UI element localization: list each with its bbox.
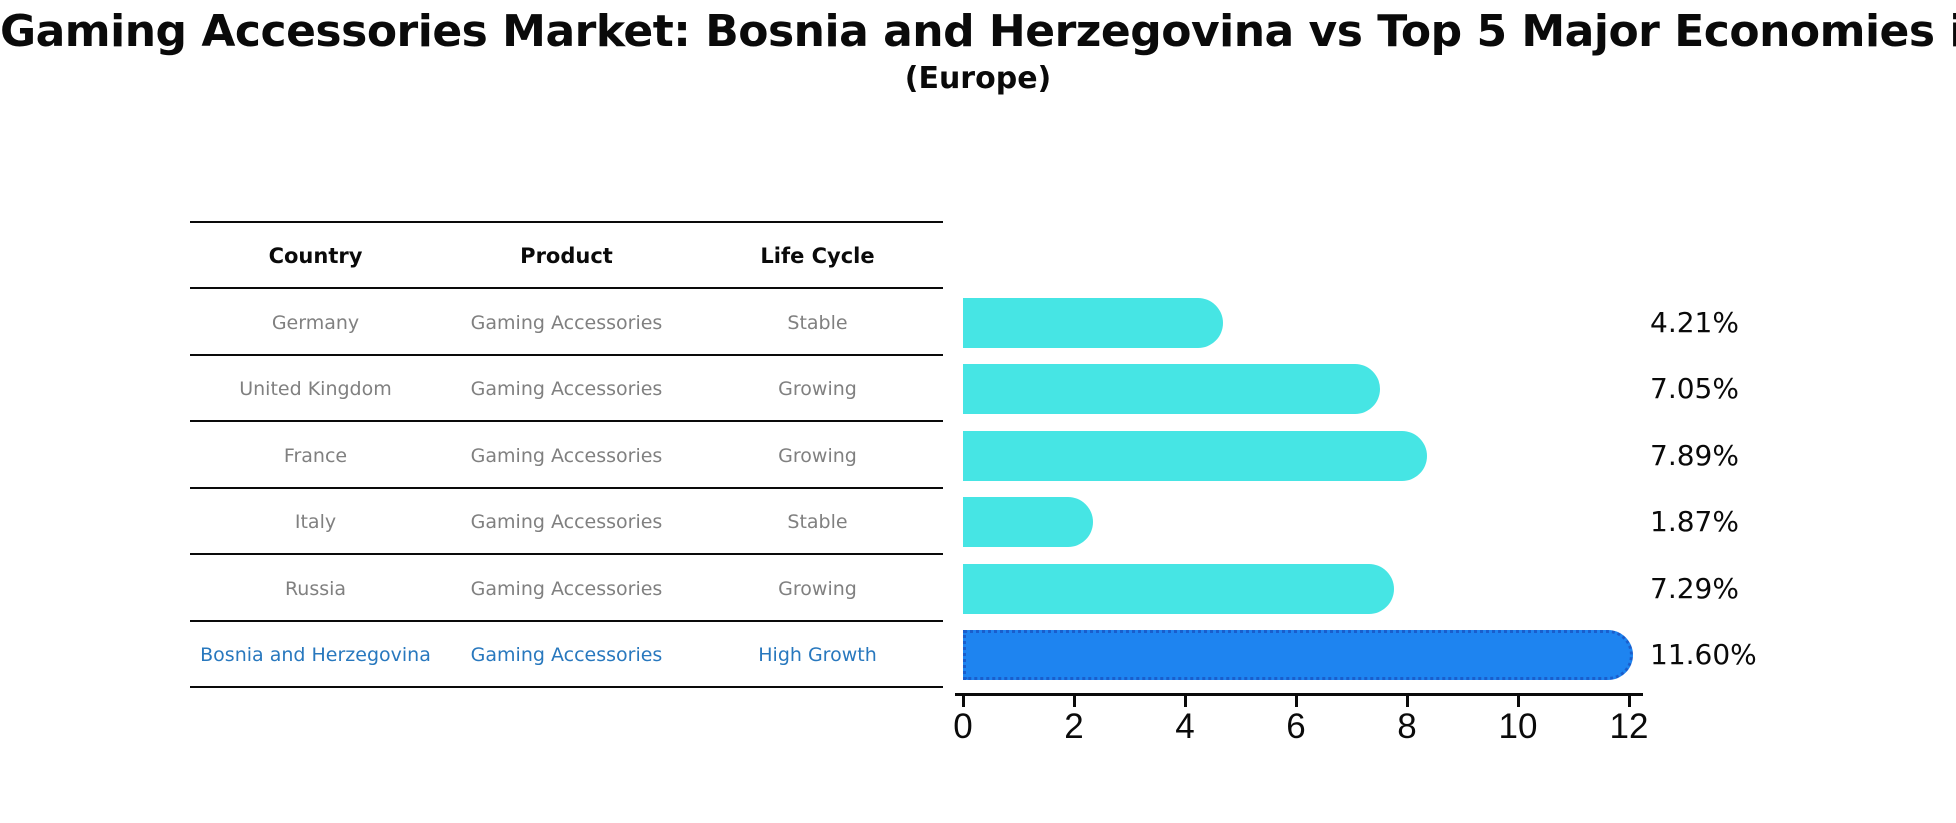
value-label-italy: 1.87% xyxy=(1650,505,1739,538)
value-label-united-kingdom: 7.05% xyxy=(1650,372,1739,405)
bar-bosnia-and-herzegovina xyxy=(963,630,1633,680)
table-row-rule xyxy=(190,354,943,356)
x-axis-tick-label: 2 xyxy=(1064,707,1084,746)
table-header-rule xyxy=(190,287,943,289)
bar-germany xyxy=(963,297,1223,348)
table-row-rule xyxy=(190,487,943,489)
cell-product: Gaming Accessories xyxy=(470,444,663,467)
table-header-row: Country Product Life Cycle xyxy=(190,224,943,288)
cell-country: Italy xyxy=(294,511,337,533)
value-label-bosnia-and-herzegovina: 11.60% xyxy=(1650,638,1757,671)
value-label-germany: 4.21% xyxy=(1650,305,1739,339)
page-subtitle: (Europe) xyxy=(904,61,1052,96)
x-axis-tick xyxy=(1516,693,1520,707)
value-label-russia: 7.29% xyxy=(1650,571,1739,605)
table-top-rule xyxy=(190,221,943,223)
bar-russia xyxy=(963,563,1394,614)
cell-life-cycle: Growing xyxy=(778,444,857,467)
cell-country: France xyxy=(283,444,348,467)
x-axis-tick xyxy=(961,693,965,707)
bar-france xyxy=(963,430,1427,481)
cell-country: Bosnia and Herzegovina xyxy=(200,644,431,666)
x-axis-tick-label: 6 xyxy=(1286,707,1306,746)
cell-country: United Kingdom xyxy=(239,378,392,400)
x-axis-tick-label: 12 xyxy=(1609,707,1649,746)
cell-product: Gaming Accessories xyxy=(470,577,663,600)
table-row: Italy Gaming Accessories Stable xyxy=(190,490,943,554)
table-row: France Gaming Accessories Growing xyxy=(190,423,943,488)
cell-product: Gaming Accessories xyxy=(470,644,663,666)
table-row-rule xyxy=(190,553,943,555)
table-row: United Kingdom Gaming Accessories Growin… xyxy=(190,357,943,421)
table-row: Germany Gaming Accessories Stable xyxy=(190,290,943,355)
table-row-rule xyxy=(190,620,943,622)
x-axis-tick xyxy=(1183,693,1187,707)
x-axis-tick-label: 4 xyxy=(1175,707,1195,746)
cell-life-cycle: Growing xyxy=(778,378,857,400)
x-axis-line xyxy=(955,693,1643,696)
cell-life-cycle: Growing xyxy=(778,577,857,600)
column-header-product: Product xyxy=(520,244,613,268)
x-axis-tick-label: 8 xyxy=(1397,707,1417,746)
cell-life-cycle: Stable xyxy=(787,511,848,533)
x-axis-tick-label: 10 xyxy=(1498,707,1538,746)
value-label-france: 7.89% xyxy=(1650,438,1739,472)
bar-italy xyxy=(963,497,1093,547)
x-axis-tick xyxy=(1627,693,1631,707)
x-axis-tick xyxy=(1294,693,1298,707)
table-row-highlight: Bosnia and Herzegovina Gaming Accessorie… xyxy=(190,623,943,687)
table-bottom-rule xyxy=(190,686,943,688)
bar-united-kingdom xyxy=(963,364,1381,414)
table-row: Russia Gaming Accessories Growing xyxy=(190,556,943,621)
cell-country: Russia xyxy=(284,577,347,600)
cell-product: Gaming Accessories xyxy=(470,511,663,533)
cell-life-cycle: High Growth xyxy=(758,644,877,666)
cell-product: Gaming Accessories xyxy=(470,311,663,334)
x-axis-tick-label: 0 xyxy=(953,707,973,746)
page-title: Gaming Accessories Market: Bosnia and He… xyxy=(0,6,1956,57)
cell-country: Germany xyxy=(271,311,360,334)
table-row-rule xyxy=(190,420,943,422)
x-axis-tick xyxy=(1405,693,1409,707)
cell-life-cycle: Stable xyxy=(787,311,848,334)
cell-product: Gaming Accessories xyxy=(470,378,663,400)
column-header-life-cycle: Life Cycle xyxy=(760,244,875,268)
column-header-country: Country xyxy=(268,244,363,268)
x-axis-tick xyxy=(1072,693,1076,707)
